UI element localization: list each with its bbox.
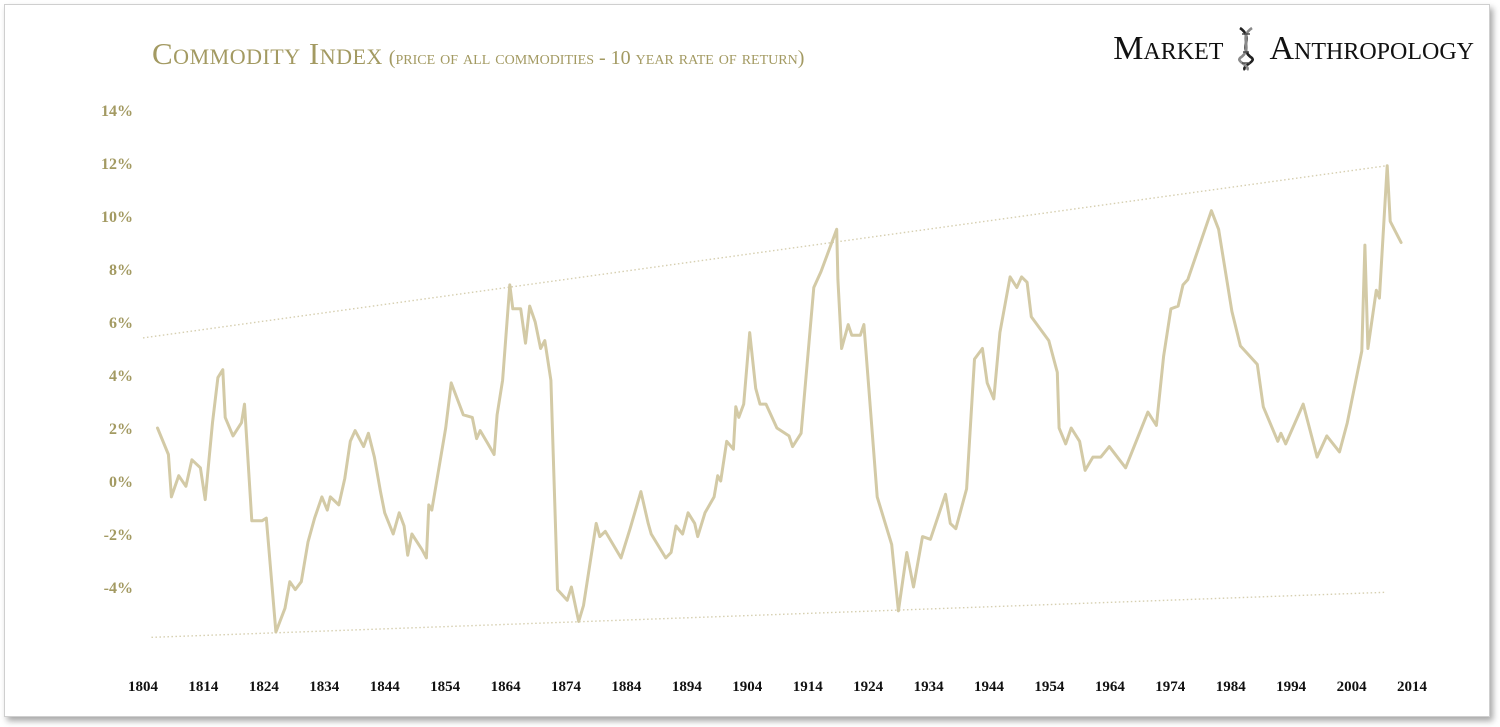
x-tick-label: 1954 bbox=[1034, 679, 1065, 695]
x-tick-label: 1864 bbox=[491, 679, 522, 695]
y-tick-label: 4% bbox=[109, 368, 133, 385]
y-tick-label: -2% bbox=[104, 527, 133, 544]
x-tick-label: 1964 bbox=[1095, 679, 1126, 695]
x-tick-label: 1904 bbox=[732, 679, 763, 695]
y-axis-ticks: 14% 12% 10% 8% 6% 4% 2% 0% -2% -4% bbox=[101, 103, 133, 597]
x-tick-label: 2004 bbox=[1337, 679, 1368, 695]
brand-logo: Market Anthropology bbox=[1113, 26, 1474, 72]
x-tick-label: 1944 bbox=[974, 679, 1005, 695]
x-tick-label: 1804 bbox=[128, 679, 159, 695]
x-tick-label: 1814 bbox=[188, 679, 219, 695]
chart-title: Commodity Index (price of all commodities… bbox=[152, 36, 804, 72]
y-tick-label: 0% bbox=[109, 474, 133, 491]
chart-title-main: Commodity Index bbox=[152, 36, 383, 71]
upper-trendline bbox=[142, 164, 1388, 339]
x-tick-label: 1924 bbox=[853, 679, 884, 695]
y-tick-label: -4% bbox=[104, 580, 133, 597]
x-tick-label: 1844 bbox=[370, 679, 401, 695]
x-tick-label: 1984 bbox=[1216, 679, 1247, 695]
x-tick-label: 1884 bbox=[611, 679, 642, 695]
chart-title-subtitle: (price of all commodities - 10 year rate… bbox=[388, 47, 805, 69]
trendline-layer bbox=[142, 164, 1388, 639]
x-tick-label: 1854 bbox=[430, 679, 461, 695]
series-layer bbox=[156, 164, 1403, 634]
brand-word-right: Anthropology bbox=[1269, 30, 1474, 67]
x-tick-label: 2014 bbox=[1397, 679, 1428, 695]
series-line bbox=[156, 164, 1403, 634]
x-tick-label: 1974 bbox=[1155, 679, 1186, 695]
y-tick-label: 8% bbox=[109, 262, 133, 279]
x-axis-ticks: 1804 1814 1824 1834 1844 1854 1864 1874 1884 1894… bbox=[128, 679, 1428, 695]
y-tick-label: 14% bbox=[101, 103, 133, 120]
y-tick-label: 10% bbox=[101, 209, 133, 226]
x-tick-label: 1874 bbox=[551, 679, 582, 695]
y-tick-label: 2% bbox=[109, 421, 133, 438]
y-tick-label: 6% bbox=[109, 315, 133, 332]
x-tick-label: 1994 bbox=[1276, 679, 1307, 695]
lower-trendline bbox=[151, 591, 1386, 639]
brand-word-left: Market bbox=[1113, 30, 1224, 67]
x-tick-label: 1894 bbox=[672, 679, 703, 695]
x-tick-label: 1824 bbox=[249, 679, 280, 695]
x-tick-label: 1914 bbox=[793, 679, 824, 695]
x-tick-label: 1934 bbox=[914, 679, 945, 695]
y-tick-label: 12% bbox=[101, 156, 133, 173]
dna-helix-icon bbox=[1238, 26, 1255, 71]
x-tick-label: 1834 bbox=[309, 679, 340, 695]
